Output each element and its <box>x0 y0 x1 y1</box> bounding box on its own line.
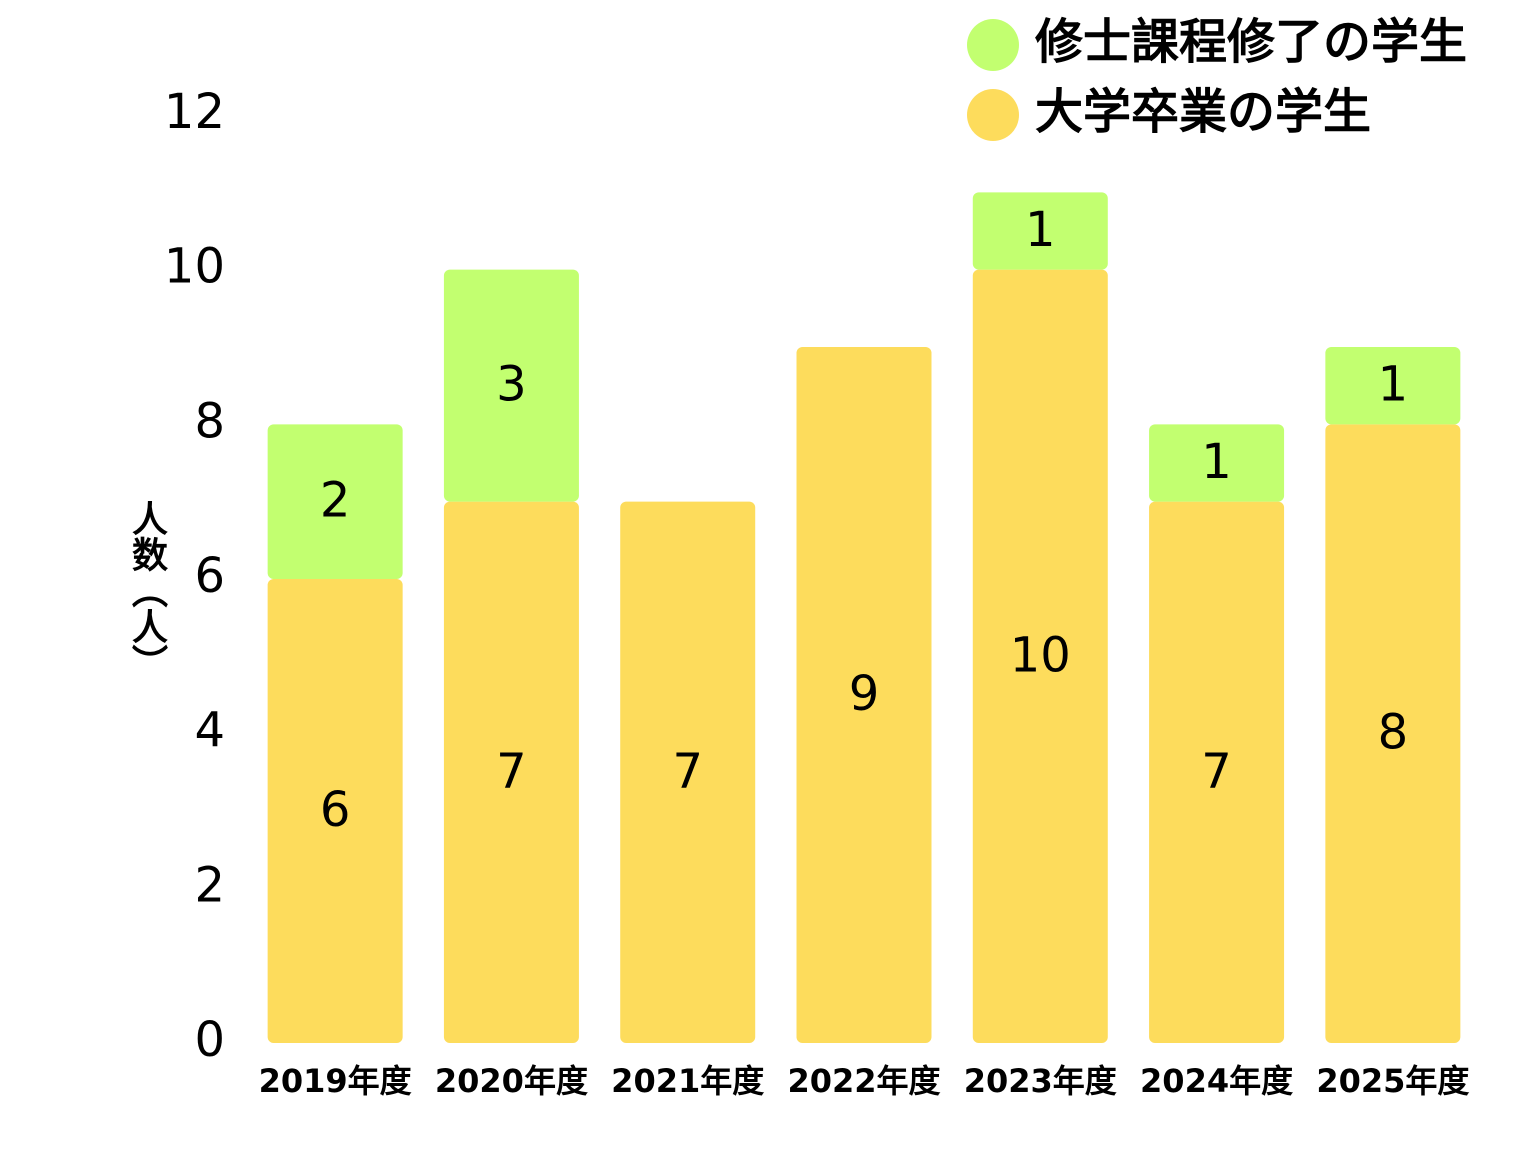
value-label: 3 <box>496 357 527 413</box>
value-label: 1 <box>1201 434 1232 490</box>
bar-segment <box>443 269 579 502</box>
y-tick-label: 4 <box>194 703 225 759</box>
x-tick-label: 2025年度 <box>1316 1062 1469 1100</box>
y-tick-label: 2 <box>194 857 225 913</box>
value-label: 7 <box>672 743 703 799</box>
x-tick-label: 2022年度 <box>787 1062 940 1100</box>
x-tick-label: 2023年度 <box>964 1062 1117 1100</box>
value-label: 9 <box>849 666 880 722</box>
bar-segment <box>1325 424 1461 1043</box>
bar-segment <box>443 501 579 1044</box>
x-tick-label: 2024年度 <box>1140 1062 1293 1100</box>
legend-label: 大学卒業の学生 <box>1035 84 1371 140</box>
x-tick-label: 2019年度 <box>259 1062 412 1100</box>
value-label: 10 <box>1010 627 1071 683</box>
y-axis-label: 人数（人） <box>126 500 168 680</box>
y-tick-label: 8 <box>194 393 225 449</box>
y-tick-label: 12 <box>164 84 225 140</box>
bar-segment <box>1325 347 1461 425</box>
legend-label: 修士課程修了の学生 <box>1035 14 1467 70</box>
bar-segment <box>267 424 403 579</box>
bar-segment <box>1149 424 1285 502</box>
value-label: 1 <box>1378 357 1409 413</box>
bar-segment <box>972 269 1108 1044</box>
bar-segment <box>1149 501 1285 1044</box>
value-label: 2 <box>320 473 351 529</box>
value-label: 7 <box>1201 743 1232 799</box>
bar-segment <box>972 192 1108 270</box>
x-tick-label: 2021年度 <box>611 1062 764 1100</box>
bar-segment <box>796 347 932 1043</box>
value-label: 7 <box>496 743 527 799</box>
bar-segment <box>620 501 756 1044</box>
y-tick-label: 0 <box>194 1012 225 1068</box>
y-tick-label: 10 <box>164 239 225 295</box>
value-label: 1 <box>1025 202 1056 258</box>
bar-segment <box>267 579 403 1043</box>
value-label: 8 <box>1378 705 1409 761</box>
x-tick-label: 2020年度 <box>435 1062 588 1100</box>
y-tick-label: 6 <box>194 548 225 604</box>
legend-swatch <box>967 89 1019 141</box>
legend-swatch <box>967 19 1019 71</box>
value-label: 6 <box>320 782 351 838</box>
